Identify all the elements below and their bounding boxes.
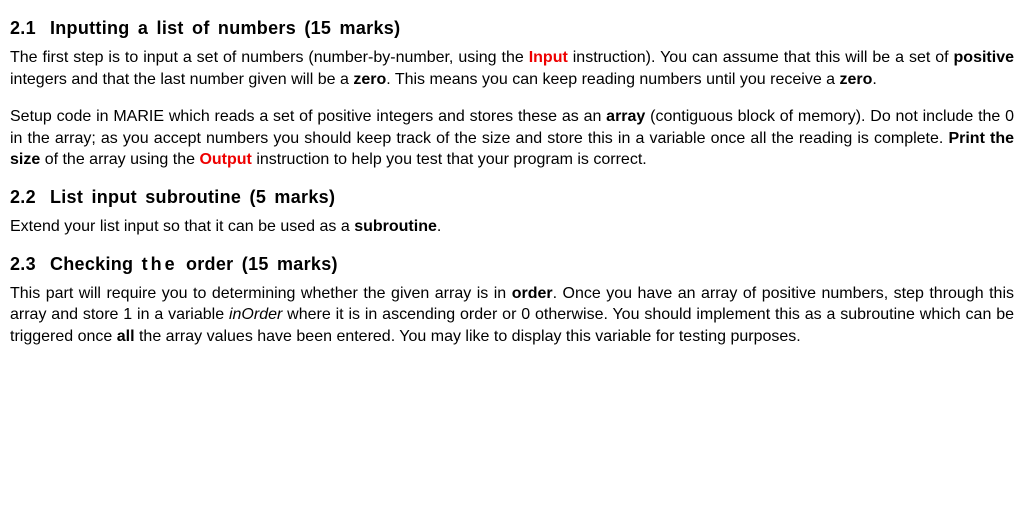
section-title: Checking the order (15 marks) [50, 254, 338, 274]
section-2-1-para-1: The first step is to input a set of numb… [10, 47, 1014, 90]
section-2-2-heading: 2.2 List input subroutine (5 marks) [10, 187, 1014, 208]
text: the array values have been entered. You … [135, 328, 801, 345]
section-title: List input subroutine (5 marks) [50, 187, 335, 207]
variable-inorder: inOrder [229, 306, 282, 323]
text: This part will require you to determinin… [10, 285, 512, 302]
text: order (15 marks) [178, 254, 338, 274]
section-number: 2.1 [10, 18, 36, 39]
keyword-all: all [117, 328, 135, 345]
text: instruction). You can assume that this w… [568, 49, 954, 66]
keyword-subroutine: subroutine [354, 218, 437, 235]
text: . This means you can keep reading number… [386, 71, 839, 88]
keyword-output: Output [199, 151, 251, 168]
section-number: 2.3 [10, 254, 36, 275]
text: Setup code in MARIE which reads a set of… [10, 108, 606, 125]
section-2-1-heading: 2.1 Inputting a list of numbers (15 marks… [10, 18, 1014, 39]
text: of the array using the [40, 151, 199, 168]
keyword-input: Input [529, 49, 568, 66]
section-2-2-para-1: Extend your list input so that it can be… [10, 216, 1014, 238]
keyword-positive: positive [954, 49, 1014, 66]
text-spaced: the [142, 254, 178, 274]
keyword-zero: zero [353, 71, 386, 88]
keyword-zero: zero [840, 71, 873, 88]
section-2-3-para-1: This part will require you to determinin… [10, 283, 1014, 348]
text: The first step is to input a set of numb… [10, 49, 529, 66]
text: . [872, 71, 876, 88]
section-2-3-heading: 2.3 Checking the order (15 marks) [10, 254, 1014, 275]
text: integers and that the last number given … [10, 71, 353, 88]
text: instruction to help you test that your p… [252, 151, 647, 168]
text: Extend your list input so that it can be… [10, 218, 354, 235]
section-title: Inputting a list of numbers (15 marks) [50, 18, 400, 38]
keyword-order: order [512, 285, 553, 302]
text: . [437, 218, 441, 235]
text: Checking [50, 254, 142, 274]
section-number: 2.2 [10, 187, 36, 208]
section-2-1-para-2: Setup code in MARIE which reads a set of… [10, 106, 1014, 171]
keyword-array: array [606, 108, 645, 125]
